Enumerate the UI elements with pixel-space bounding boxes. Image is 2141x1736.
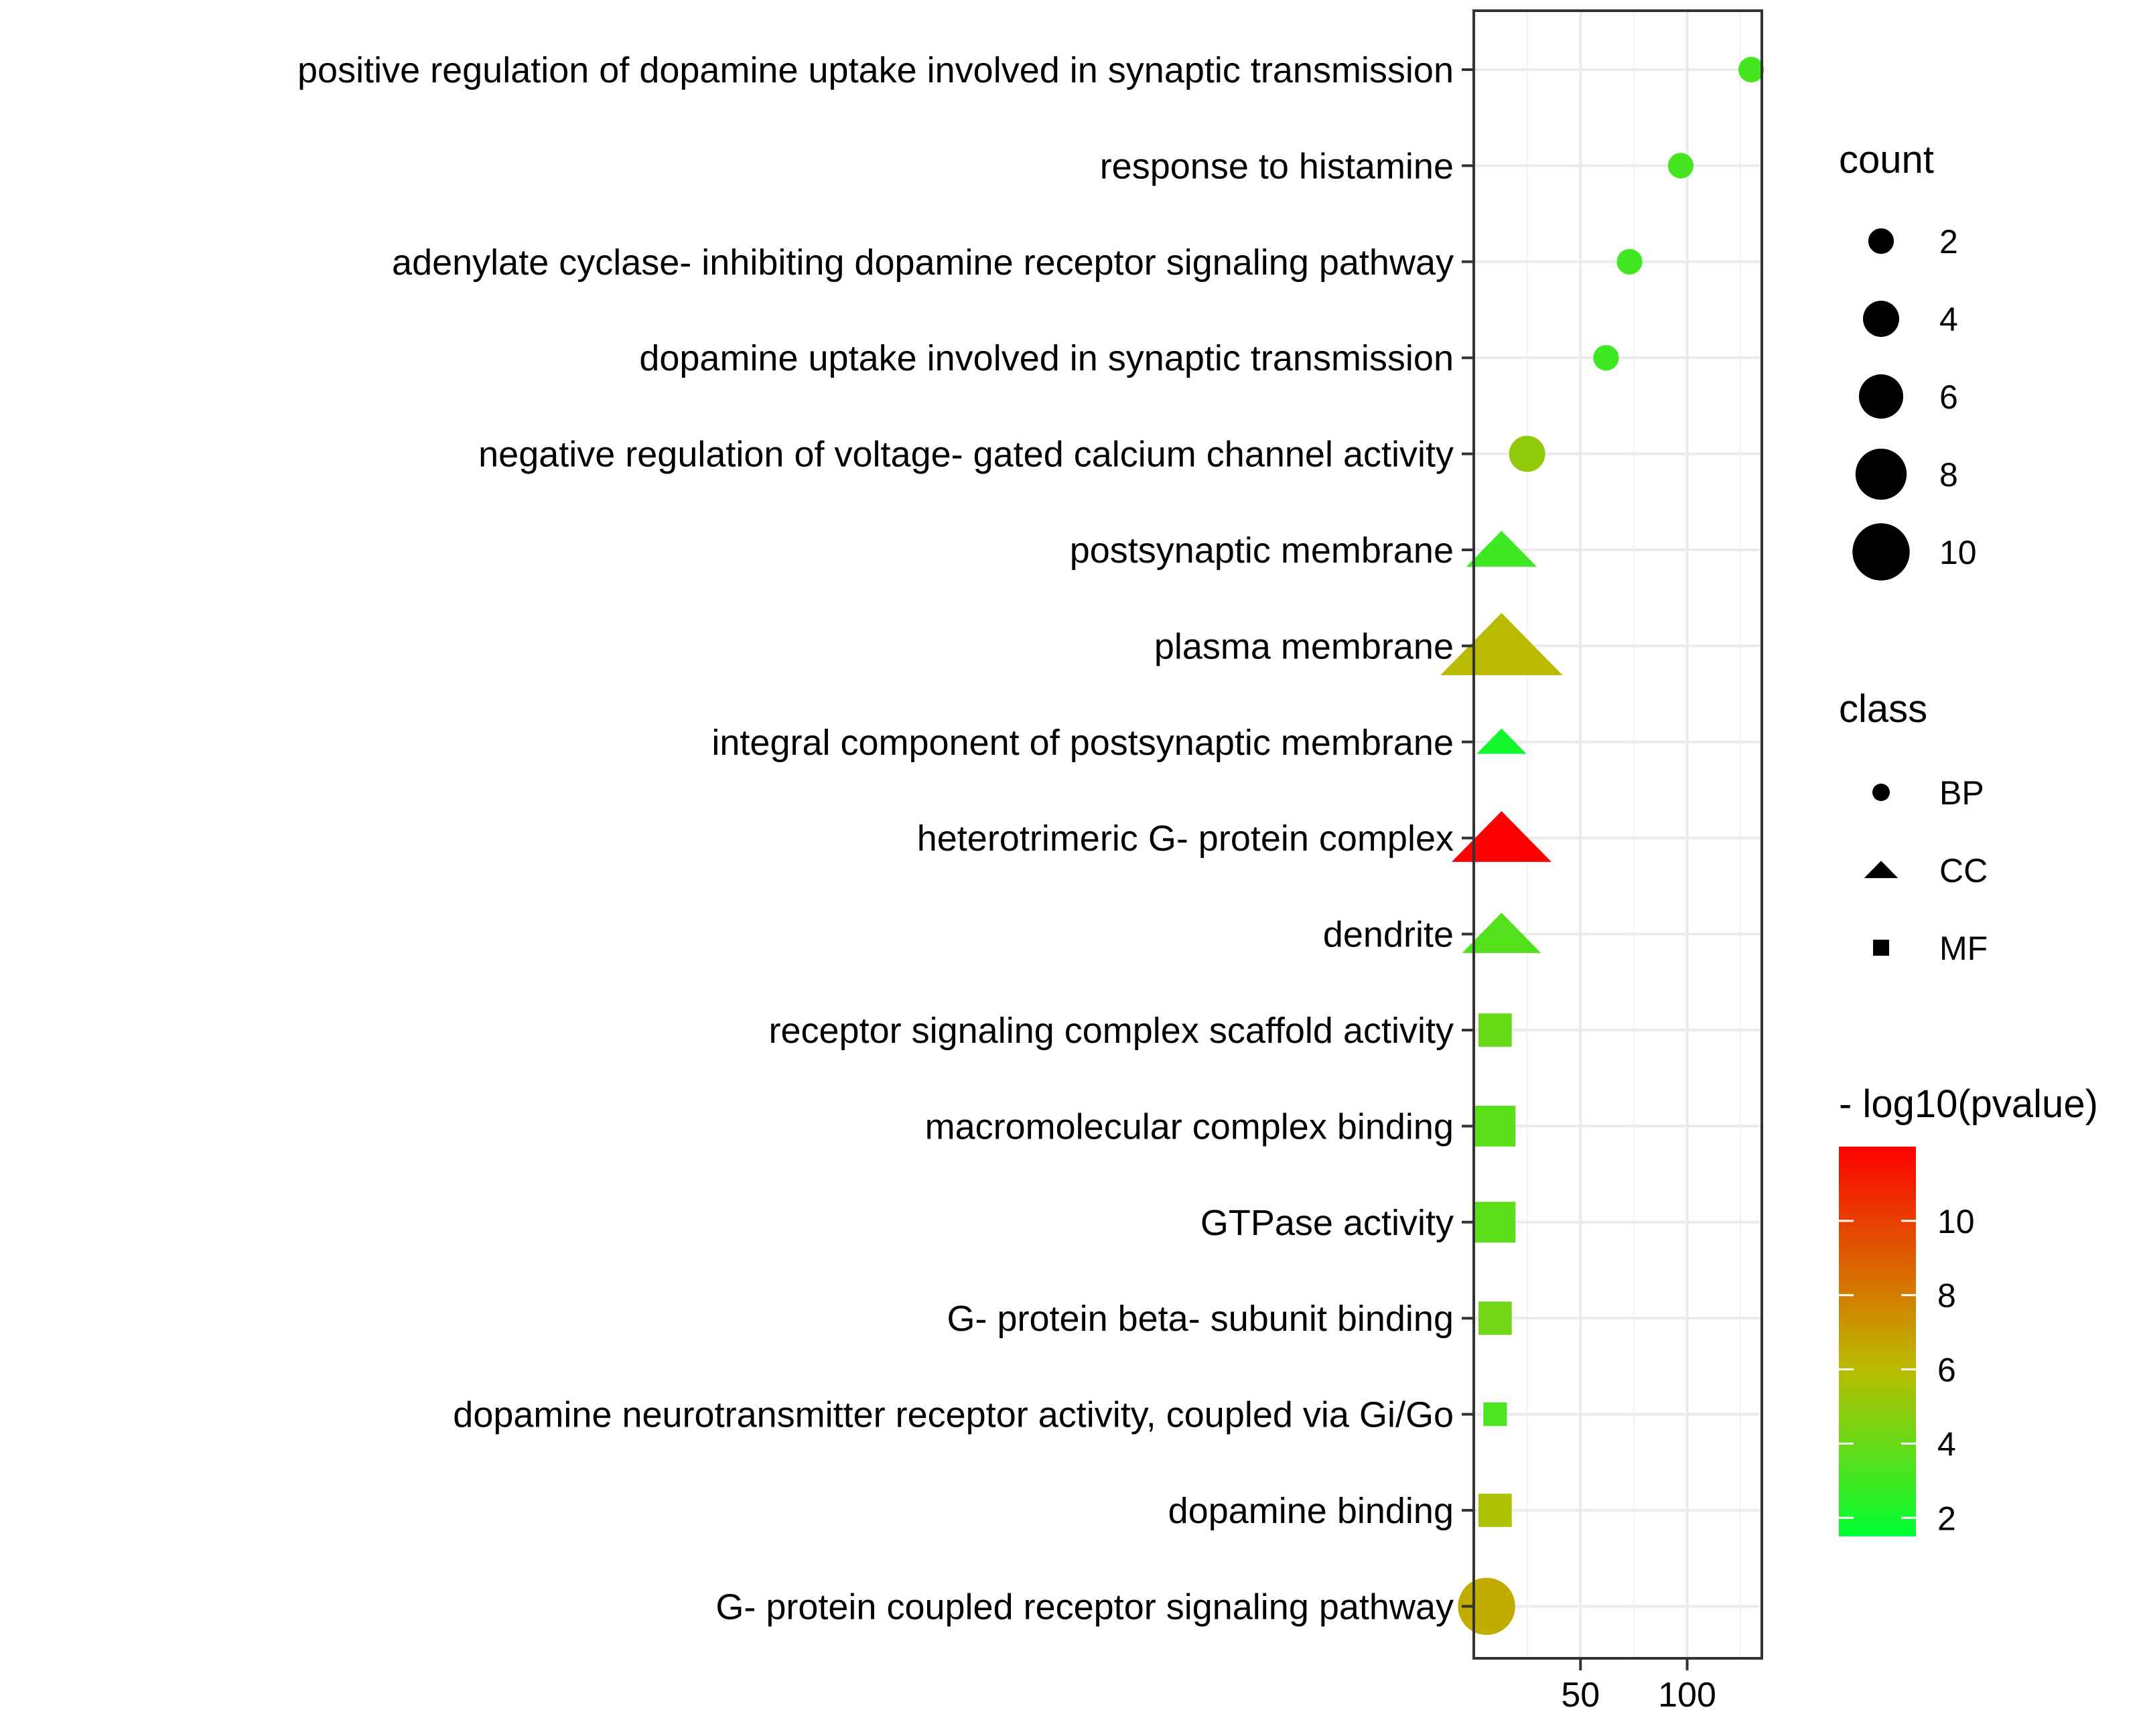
class-legend-title: class <box>1839 687 1927 731</box>
count-legend-key <box>1852 523 1910 581</box>
plot-panel-border <box>1472 9 1763 1660</box>
category-label: receptor signaling complex scaffold acti… <box>769 1011 1454 1051</box>
colorbar-tick-label: 10 <box>1937 1203 1975 1240</box>
class-legend-label: MF <box>1939 930 1988 967</box>
class-legend-key-cc <box>1864 861 1898 879</box>
plot-panel <box>1440 9 1765 1660</box>
colorbar-tick-label: 8 <box>1937 1277 1956 1315</box>
data-point-mf <box>1478 1494 1512 1527</box>
x-axis: 50 100 <box>1561 1658 1716 1715</box>
category-label: postsynaptic membrane <box>1070 530 1454 571</box>
data-point-bp <box>1616 248 1643 275</box>
count-legend-key <box>1868 228 1894 255</box>
count-legend-label: 6 <box>1939 378 1958 416</box>
class-legend: class BP CC MF <box>1839 687 1988 967</box>
count-legend-key <box>1858 374 1904 419</box>
data-point-mf <box>1478 1013 1512 1047</box>
category-label: G- protein coupled receptor signaling pa… <box>715 1587 1454 1627</box>
count-legend-title: count <box>1839 138 1934 182</box>
data-point-mf <box>1478 1301 1512 1335</box>
category-label: negative regulation of voltage- gated ca… <box>478 435 1454 475</box>
class-legend-key-bp <box>1872 784 1890 801</box>
category-label: heterotrimeric G- protein complex <box>917 818 1454 859</box>
category-label: adenylate cyclase- inhibiting dopamine r… <box>392 242 1454 283</box>
data-point-bp <box>1509 435 1545 472</box>
category-label: response to histamine <box>1100 146 1454 186</box>
data-point-cc <box>1466 530 1537 567</box>
category-label: dopamine binding <box>1168 1491 1454 1531</box>
category-label: G- protein beta- subunit binding <box>947 1299 1454 1339</box>
category-label: plasma membrane <box>1154 626 1454 666</box>
colorbar-tick-label: 6 <box>1937 1352 1956 1389</box>
count-legend-label: 8 <box>1939 456 1958 494</box>
x-tick-label: 100 <box>1658 1676 1716 1715</box>
class-legend-label: BP <box>1939 774 1984 812</box>
category-label: dopamine neurotransmitter receptor activ… <box>453 1395 1454 1435</box>
category-label: macromolecular complex binding <box>925 1106 1454 1147</box>
category-label: dendrite <box>1323 915 1454 955</box>
x-tick-label: 50 <box>1561 1676 1600 1715</box>
data-points <box>1440 56 1765 1636</box>
category-label: GTPase activity <box>1200 1203 1454 1243</box>
data-point-mf <box>1474 1202 1516 1243</box>
data-point-mf <box>1474 1105 1516 1147</box>
count-legend-key <box>1863 301 1899 337</box>
class-legend-label: CC <box>1939 852 1988 889</box>
data-point-bp <box>1458 1577 1515 1636</box>
colorbar-tick-label: 4 <box>1937 1425 1956 1463</box>
class-legend-key-mf <box>1873 940 1889 956</box>
data-point-bp <box>1667 153 1694 179</box>
category-label: integral component of postsynaptic membr… <box>711 723 1454 763</box>
category-label: positive regulation of dopamine uptake i… <box>297 50 1454 90</box>
data-point-cc <box>1462 912 1541 953</box>
data-point-cc <box>1451 810 1551 862</box>
colorbar-title: - log10(pvalue) <box>1839 1082 2098 1126</box>
pvalue-colorbar-legend: - log10(pvalue) 2 4 6 8 10 <box>1839 1082 2098 1537</box>
count-legend: count 2 4 6 8 10 <box>1839 138 1977 581</box>
data-point-bp <box>1738 56 1765 83</box>
count-legend-key <box>1855 448 1907 500</box>
data-point-bp <box>1593 345 1619 371</box>
y-axis: positive regulation of dopamine uptake i… <box>297 50 1474 1627</box>
count-legend-label: 4 <box>1939 301 1958 338</box>
category-label: dopamine uptake involved in synaptic tra… <box>639 338 1454 378</box>
data-point-mf <box>1483 1402 1507 1427</box>
colorbar-tick-label: 2 <box>1937 1500 1956 1537</box>
colorbar <box>1839 1147 1916 1536</box>
gridlines <box>1474 11 1762 1658</box>
count-legend-label: 10 <box>1939 534 1977 571</box>
data-point-cc <box>1440 613 1563 676</box>
data-point-cc <box>1476 728 1527 754</box>
count-legend-label: 2 <box>1939 223 1958 261</box>
